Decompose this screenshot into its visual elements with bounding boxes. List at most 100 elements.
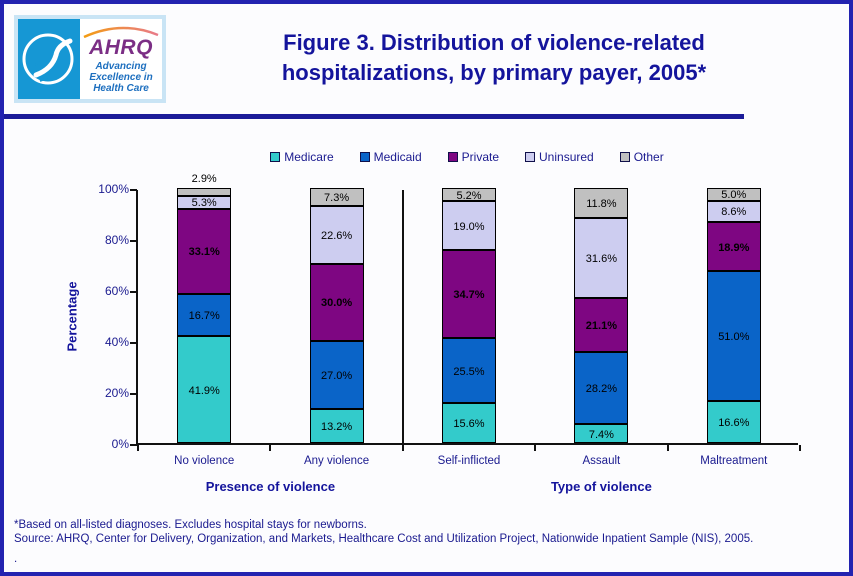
y-axis-title: Percentage [64, 281, 80, 352]
bar-segment-no-violence-uninsured [177, 195, 232, 210]
bar-value-maltreatment-medicare: 16.6% [718, 416, 750, 429]
y-axis-tick-label-40%: 40% [104, 335, 129, 349]
legend-swatch-other [619, 152, 630, 162]
legend-label-uninsured: Uninsured [539, 150, 594, 164]
bar-value-no-violence-other: 2.9% [191, 173, 217, 186]
bar-segment-maltreatment-other [706, 187, 761, 201]
bar-segment-any-violence-uninsured [309, 206, 364, 264]
bar-segment-self-inflicted-uninsured [442, 201, 496, 250]
bar-value-self-inflicted-private: 34.7% [453, 288, 485, 301]
y-axis-tick-60% [130, 291, 137, 293]
legend-item-private: Private [447, 150, 500, 164]
bar-value-any-violence-medicare: 13.2% [320, 421, 353, 434]
hhs-logo-panel [18, 19, 80, 99]
bar-segment-no-violence-medicaid [177, 293, 232, 337]
bar-segment-maltreatment-private [706, 222, 761, 271]
bar-segment-any-violence-other [309, 187, 364, 207]
bar-segment-no-violence-other [177, 188, 232, 196]
group-divider-line [401, 190, 404, 445]
legend-swatch-medicaid [359, 152, 370, 162]
bar-value-assault-medicare: 7.4% [588, 428, 614, 441]
legend-swatch-private [447, 152, 458, 162]
y-axis-tick-label-0%: 0% [111, 437, 129, 451]
bar-value-self-inflicted-medicaid: 25.5% [453, 365, 485, 378]
legend-label-medicare: Medicare [284, 150, 334, 164]
hhs-eagle-icon [22, 33, 74, 85]
y-axis-tick-label-80%: 80% [104, 233, 129, 247]
tagline-line: Health Care [93, 83, 149, 94]
footnote-source: Source: AHRQ, Center for Delivery, Organ… [14, 533, 754, 545]
footnotes: *Based on all-listed diagnoses. Excludes… [14, 518, 846, 566]
ahrq-logo-panel: AHRQ Advancing Excellence in Health Care [80, 19, 162, 99]
bar-value-any-violence-medicaid: 27.0% [320, 369, 353, 382]
ahrq-swoosh-icon [83, 26, 159, 38]
legend-label-medicaid: Medicaid [373, 150, 422, 164]
category-label-self-inflicted: Self-inflicted [437, 455, 501, 467]
y-axis-tick-20% [130, 393, 137, 395]
bar-value-maltreatment-private: 18.9% [718, 241, 750, 254]
figure-title-line1: Figure 3. Distribution of violence-relat… [283, 30, 705, 55]
bar-segment-assault-medicaid [574, 352, 629, 425]
bar-segment-assault-medicare [574, 424, 629, 443]
bar-segment-self-inflicted-medicare [442, 403, 496, 443]
legend-label-other: Other [633, 150, 664, 164]
x-axis-tick-1 [269, 445, 272, 451]
header-divider-rule [4, 114, 744, 119]
y-axis-tick-label-100%: 100% [98, 182, 129, 196]
ahrq-wordmark: AHRQ [89, 36, 153, 59]
tagline-line: Excellence in [89, 72, 153, 83]
bar-value-assault-medicaid: 28.2% [585, 383, 617, 396]
bar-segment-self-inflicted-other [442, 188, 496, 202]
bar-value-no-violence-medicare: 41.9% [188, 384, 220, 397]
bar-segment-maltreatment-medicare [706, 400, 761, 443]
plot-area: 0% 20% 40% 60% 80% 100% 41.9% 16.7% 33.1% 5.3% 2.9… [98, 173, 801, 494]
bar-segment-any-violence-medicare [309, 409, 364, 443]
bar-value-assault-private: 21.1% [585, 320, 617, 333]
bar-value-any-violence-other: 7.3% [324, 192, 350, 205]
x-axis-tick-0 [137, 445, 139, 451]
bar-segment-no-violence-medicare [177, 336, 232, 443]
bar-value-any-violence-uninsured: 22.6% [320, 230, 353, 243]
bar-value-maltreatment-medicaid: 51.0% [718, 330, 750, 343]
bar-segment-assault-uninsured [574, 217, 629, 299]
bar-value-maltreatment-other: 5.0% [721, 189, 747, 202]
bar-value-no-violence-private: 33.1% [188, 246, 220, 259]
bar-value-maltreatment-uninsured: 8.6% [721, 206, 747, 219]
x-axis-tick-5 [799, 445, 801, 451]
bar-segment-maltreatment-uninsured [706, 200, 761, 223]
legend-swatch-medicare [270, 152, 281, 162]
bar-segment-maltreatment-medicaid [706, 270, 761, 401]
bar-segment-any-violence-private [309, 264, 364, 341]
y-axis-tick-0% [130, 444, 137, 446]
bar-segment-assault-private [574, 298, 629, 353]
bar-segment-any-violence-medicaid [309, 340, 364, 410]
bar-value-any-violence-private: 30.0% [320, 297, 353, 310]
chart-legend: Medicare Medicaid Private Uninsured Other [136, 150, 798, 164]
ahrq-logo: AHRQ Advancing Excellence in Health Care [14, 15, 166, 103]
axis-group-label-presence-of-violence: Presence of violence [205, 479, 336, 494]
category-label-assault: Assault [582, 455, 621, 467]
y-axis-tick-label-60%: 60% [104, 284, 129, 298]
legend-item-other: Other [619, 150, 664, 164]
footnote-trailing-period: . [14, 553, 18, 565]
bar-value-self-inflicted-other: 5.2% [456, 189, 482, 202]
legend-item-medicaid: Medicaid [359, 150, 422, 164]
y-axis-tick-label-20%: 20% [104, 386, 129, 400]
axis-group-label-type-of-violence: Type of violence [550, 479, 652, 494]
bar-segment-self-inflicted-medicaid [442, 338, 496, 404]
y-axis-tick-40% [130, 342, 137, 344]
tagline-line: Advancing [95, 61, 147, 72]
ahrq-tagline: Advancing Excellence in Health Care [89, 61, 152, 94]
legend-label-private: Private [461, 150, 500, 164]
bar-segment-assault-other [574, 187, 629, 218]
x-axis-tick-3 [534, 445, 537, 451]
x-axis-tick-2 [401, 445, 404, 451]
bar-value-no-violence-medicaid: 16.7% [188, 309, 220, 322]
legend-swatch-uninsured [525, 152, 536, 162]
bar-segment-self-inflicted-private [442, 249, 496, 339]
bar-value-self-inflicted-medicare: 15.6% [453, 418, 485, 431]
category-label-any-violence: Any violence [303, 455, 370, 467]
bar-segment-no-violence-private [177, 209, 232, 294]
figure-title-line2: hospitalizations, by primary payer, 2005… [281, 60, 707, 85]
